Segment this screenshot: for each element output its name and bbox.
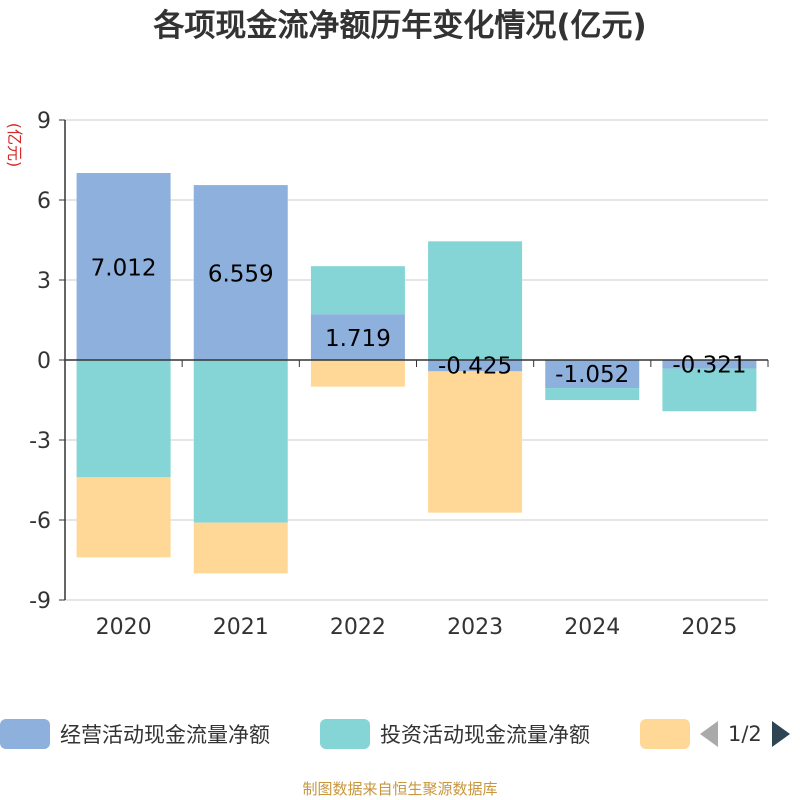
bar-series1-2022 <box>310 266 405 315</box>
legend-pager: 1/2 <box>700 714 790 754</box>
bar-series0-2024 <box>545 360 640 389</box>
bar-series1-2023 <box>428 241 523 360</box>
chart-title: 各项现金流净额历年变化情况(亿元) <box>153 8 647 44</box>
bar-series2-2022 <box>310 360 405 387</box>
bar-series1-2025 <box>662 368 757 412</box>
legend-swatch-investing <box>320 719 370 749</box>
bar-series1-2024 <box>545 388 640 401</box>
y-tick-label: 6 <box>37 189 51 214</box>
bars-layer <box>76 173 757 574</box>
data-label: 6.559 <box>208 262 274 288</box>
data-label: -0.321 <box>672 352 746 378</box>
bar-series0-2020 <box>76 173 171 360</box>
y-tick-label: -6 <box>29 509 51 534</box>
y-tick-label: 0 <box>37 349 51 374</box>
x-tick-label: 2021 <box>213 615 269 640</box>
legend-page-indicator: 1/2 <box>728 722 762 746</box>
chevron-left-icon[interactable] <box>700 721 718 747</box>
bar-series1-2021 <box>193 360 288 523</box>
labels-layer: 7.012 6.559 1.719 -0.425 -1.052 -0.321 <box>91 256 747 389</box>
data-label: -1.052 <box>555 362 629 388</box>
legend-item-financing[interactable] <box>640 714 690 754</box>
y-axis-label: (亿元) <box>5 123 24 168</box>
x-tick-label: 2025 <box>681 615 737 640</box>
bar-series1-2020 <box>76 360 171 478</box>
legend-swatch-financing <box>640 719 690 749</box>
y-tick-label: -3 <box>29 429 51 454</box>
y-tick-label: 3 <box>37 269 51 294</box>
data-label: 7.012 <box>91 256 157 282</box>
legend-label-investing: 投资活动现金流量净额 <box>380 723 590 747</box>
legend-label-operating: 经营活动现金流量净额 <box>60 723 270 747</box>
y-tick-label: 9 <box>37 109 51 134</box>
y-tick-label: -9 <box>29 589 51 614</box>
x-tick-label: 2023 <box>447 615 503 640</box>
x-tick-label: 2020 <box>96 615 152 640</box>
bar-series0-2021 <box>193 185 288 360</box>
bar-series0-2023 <box>428 360 523 372</box>
legend-item-investing[interactable]: 投资活动现金流量净额 <box>320 714 590 754</box>
bar-series0-2025 <box>662 360 757 369</box>
axis-layer: 9 6 3 0 -3 -6 -9 (亿元) 2020 2021 2022 2023 2024 2025 <box>5 109 769 640</box>
legend: 经营活动现金流量净额 投资活动现金流量净额 1/2 <box>0 714 800 754</box>
x-tick-label: 2022 <box>330 615 386 640</box>
data-label: 1.719 <box>325 326 391 352</box>
chevron-right-icon[interactable] <box>771 721 790 747</box>
bar-series2-2021 <box>193 522 288 574</box>
x-tick-label: 2024 <box>564 615 620 640</box>
legend-item-operating[interactable]: 经营活动现金流量净额 <box>0 714 270 754</box>
bar-series2-2020 <box>76 477 171 558</box>
legend-swatch-operating <box>0 719 50 749</box>
bar-series0-2022 <box>310 314 405 360</box>
bar-series2-2023 <box>428 371 523 513</box>
data-label: -0.425 <box>438 354 512 380</box>
source-note: 制图数据来自恒生聚源数据库 <box>302 780 498 798</box>
